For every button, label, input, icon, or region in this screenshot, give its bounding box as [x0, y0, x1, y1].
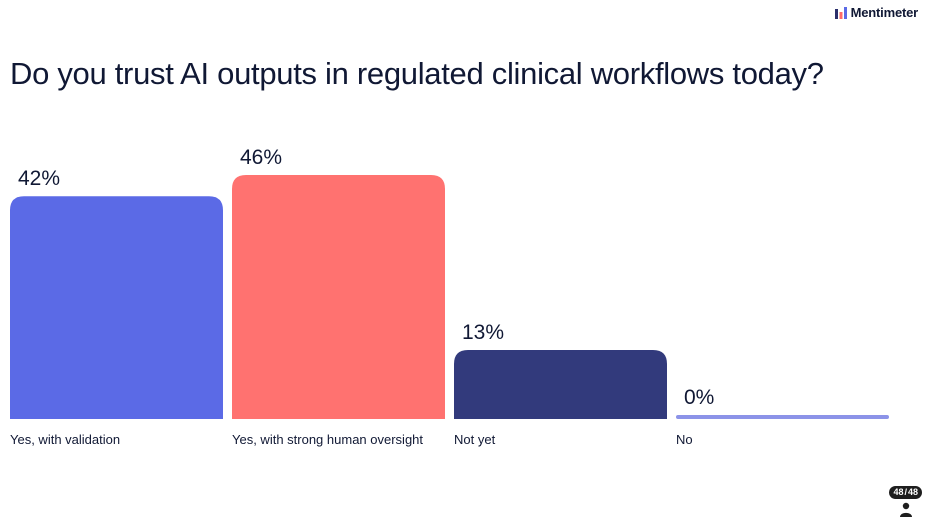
total-slides-number: 48 — [907, 487, 918, 497]
brand-name: Mentimeter — [850, 5, 919, 20]
slide-counter: 48/48 — [889, 486, 922, 499]
current-slide-number: 48 — [893, 487, 904, 497]
bar-value-label: 46% — [240, 146, 282, 169]
question-title: Do you trust AI outputs in regulated cli… — [10, 56, 824, 91]
category-label: Not yet — [454, 432, 496, 447]
brand-logo: Mentimeter — [834, 5, 919, 20]
bar-1 — [10, 196, 223, 419]
bar-2 — [232, 175, 445, 419]
bar-4 — [676, 415, 889, 419]
bar-value-label: 42% — [18, 167, 60, 190]
mentimeter-logo-icon — [834, 6, 847, 19]
slide-counter-separator: / — [904, 487, 907, 497]
category-label: Yes, with strong human oversight — [232, 432, 423, 447]
bar-3 — [454, 350, 667, 419]
category-label: No — [676, 432, 693, 447]
category-label: Yes, with validation — [10, 432, 120, 447]
bar-value-label: 0% — [684, 386, 714, 409]
bar-value-label: 13% — [462, 321, 504, 344]
person-icon[interactable] — [899, 502, 913, 518]
slide-footer: 48/48 — [889, 486, 922, 518]
